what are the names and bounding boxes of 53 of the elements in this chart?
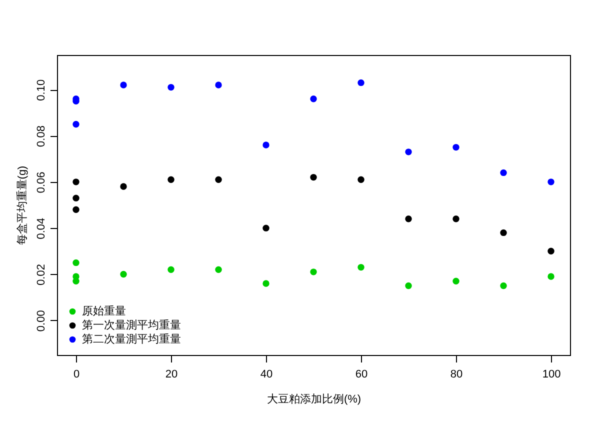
point: [262, 224, 270, 232]
point: [452, 216, 460, 222]
point: [262, 280, 270, 287]
point: [310, 174, 317, 181]
point: [72, 178, 80, 186]
point: [405, 282, 412, 290]
legend-label: 原始重量: [82, 304, 126, 318]
point: [310, 268, 317, 276]
point: [358, 79, 364, 86]
legend-label: 第一次量測平均重量: [82, 318, 181, 332]
point: [358, 176, 364, 183]
point: [548, 273, 554, 280]
point: [500, 229, 507, 236]
y-tick-label: 0.00: [36, 310, 48, 332]
point: [72, 194, 80, 202]
point: [168, 84, 174, 91]
point: [548, 178, 554, 186]
point: [120, 82, 127, 88]
y-tick-label: 0.08: [36, 126, 48, 147]
legend-label: 第二次量測平均重量: [82, 332, 181, 346]
x-tick-label: 60: [355, 368, 368, 380]
point: [215, 82, 222, 88]
point: [215, 176, 222, 183]
point: [168, 266, 174, 273]
point: [358, 264, 364, 271]
y-tick-label: 0.04: [36, 218, 48, 240]
point: [168, 176, 174, 183]
x-tick-label: 80: [450, 368, 463, 380]
x-tick-label: 20: [165, 368, 178, 380]
y-axis-title: 每盒平均重量(g): [16, 166, 28, 246]
x-tick-label: 40: [260, 368, 273, 380]
point: [72, 120, 80, 128]
point: [215, 266, 222, 273]
x-axis-title: 大豆粕添加比例(%): [266, 392, 362, 406]
point: [405, 216, 412, 222]
x-tick-label: 100: [542, 368, 561, 380]
point: [72, 278, 80, 284]
point: [120, 270, 127, 278]
point: [72, 206, 80, 213]
point: [548, 248, 554, 254]
point: [262, 142, 270, 148]
point: [120, 183, 127, 190]
point: [405, 148, 412, 156]
y-tick-label: 0.10: [36, 79, 48, 101]
point: [452, 278, 460, 284]
point: [500, 169, 507, 176]
point: [72, 259, 80, 266]
point: [452, 144, 460, 151]
x-tick-label: 0: [73, 368, 80, 380]
point: [310, 96, 317, 102]
point: [500, 282, 507, 290]
y-tick-label: 0.06: [36, 172, 48, 194]
y-tick-label: 0.02: [36, 264, 48, 286]
